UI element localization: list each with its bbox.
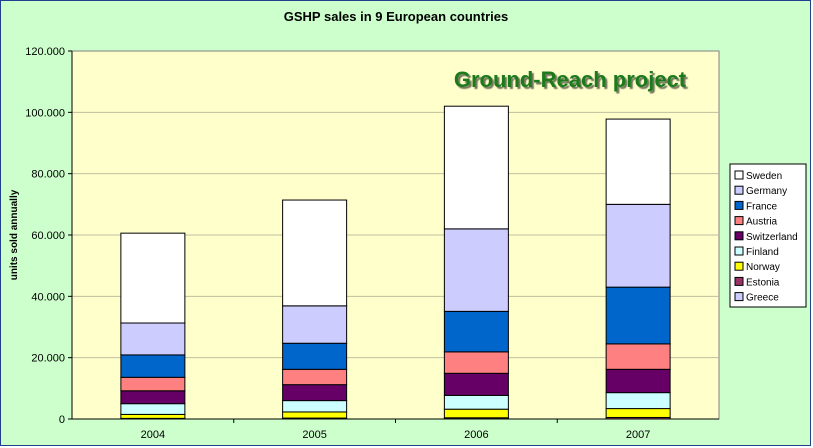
legend-label: France bbox=[746, 201, 778, 212]
legend-label: Switzerland bbox=[746, 232, 798, 243]
bar-segment-sweden-2004 bbox=[121, 233, 185, 323]
legend-swatch bbox=[735, 232, 743, 240]
legend-swatch bbox=[735, 201, 743, 209]
legend-label: Austria bbox=[746, 217, 778, 228]
bar-segment-france-2006 bbox=[444, 311, 508, 351]
bar-segment-sweden-2005 bbox=[283, 200, 347, 306]
y-tick-label: 80.000 bbox=[31, 169, 65, 181]
bar-segment-norway-2005 bbox=[283, 412, 347, 418]
bar-segment-finland-2005 bbox=[283, 401, 347, 412]
y-tick-label: 60.000 bbox=[31, 230, 65, 242]
legend-label: Norway bbox=[746, 262, 780, 273]
bar-segment-germany-2005 bbox=[283, 306, 347, 343]
x-tick-label: 2006 bbox=[464, 429, 488, 441]
x-axis: 2004 2005 2006 2007 bbox=[72, 419, 719, 441]
legend-swatch bbox=[735, 277, 743, 285]
bar-segment-finland-2007 bbox=[606, 393, 670, 409]
bar-segment-france-2004 bbox=[121, 355, 185, 377]
legend-swatch bbox=[735, 186, 743, 194]
legend-label: Estonia bbox=[746, 277, 780, 288]
legend-label: Greece bbox=[746, 293, 779, 304]
bar-segment-sweden-2007 bbox=[606, 119, 670, 204]
annotation-label: Ground-Reach project bbox=[454, 67, 687, 92]
y-tick-label: 40.000 bbox=[31, 291, 65, 303]
bar-segment-norway-2007 bbox=[606, 409, 670, 418]
legend-label: Finland bbox=[746, 247, 779, 258]
bar-segment-norway-2006 bbox=[444, 409, 508, 418]
legend-swatch bbox=[735, 171, 743, 179]
y-tick-label: 0 bbox=[59, 414, 65, 426]
bar-segment-germany-2004 bbox=[121, 323, 185, 355]
bar-segment-norway-2004 bbox=[121, 414, 185, 418]
legend-label: Germany bbox=[746, 186, 787, 197]
bar-segment-finland-2006 bbox=[444, 395, 508, 409]
bar-segment-austria-2007 bbox=[606, 344, 670, 369]
bar-segment-switzerland-2006 bbox=[444, 373, 508, 395]
y-tick-label: 100.000 bbox=[25, 107, 65, 119]
legend-label: Sweden bbox=[746, 171, 782, 182]
bar-segment-switzerland-2005 bbox=[283, 385, 347, 401]
x-tick-label: 2004 bbox=[141, 429, 165, 441]
y-tick-label: 20.000 bbox=[31, 353, 65, 365]
legend-swatch bbox=[735, 293, 743, 301]
legend-swatch bbox=[735, 217, 743, 225]
y-axis: 0 20.000 40.000 60.000 80.000 100.000 120.000 bbox=[25, 46, 72, 426]
bar-segment-austria-2004 bbox=[121, 377, 185, 390]
x-tick-label: 2005 bbox=[302, 429, 326, 441]
bar-segment-switzerland-2004 bbox=[121, 391, 185, 404]
x-tick-label: 2007 bbox=[626, 429, 650, 441]
bar-segment-austria-2006 bbox=[444, 352, 508, 373]
y-axis-label: units sold annually bbox=[9, 189, 20, 280]
bar-segment-austria-2005 bbox=[283, 369, 347, 384]
bar-segment-finland-2004 bbox=[121, 404, 185, 415]
bar-segment-germany-2006 bbox=[444, 229, 508, 311]
bar-segment-germany-2007 bbox=[606, 204, 670, 287]
bar-segment-sweden-2006 bbox=[444, 106, 508, 229]
legend-swatch bbox=[735, 262, 743, 270]
legend-swatch bbox=[735, 247, 743, 255]
chart-title: GSHP sales in 9 European countries bbox=[284, 9, 508, 24]
bar-segment-france-2007 bbox=[606, 287, 670, 344]
y-tick-label: 120.000 bbox=[25, 46, 65, 58]
bar-segment-switzerland-2007 bbox=[606, 369, 670, 392]
legend: Sweden Germany France Austria Switzerland Fin… bbox=[730, 164, 806, 307]
bar-segment-france-2005 bbox=[283, 343, 347, 369]
